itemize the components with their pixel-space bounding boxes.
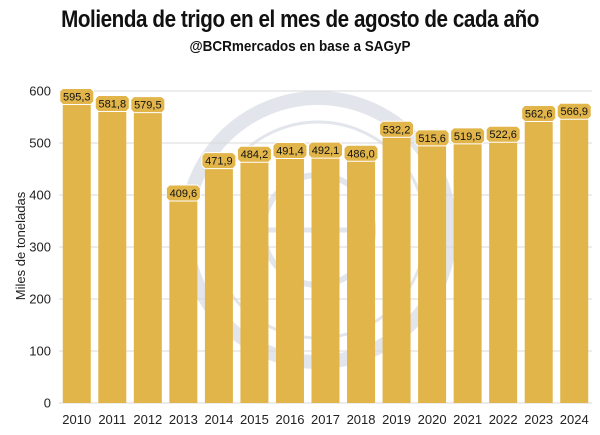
- data-label-2010: 595,3: [63, 91, 91, 103]
- data-label-box: [414, 129, 450, 147]
- x-tick-label: 2021: [453, 412, 482, 427]
- x-tick-label: 2010: [62, 412, 91, 427]
- data-label-2021: 519,5: [454, 131, 482, 143]
- x-tick-label: 2018: [347, 412, 376, 427]
- y-tick-label: 0: [44, 396, 51, 411]
- bar-2011: [98, 100, 127, 404]
- bar-2021: [453, 132, 482, 404]
- data-label-2018: 486,0: [347, 148, 375, 160]
- bar-2014: [204, 157, 233, 403]
- x-tick-label: 2015: [240, 412, 269, 427]
- x-tick-label: 2017: [311, 412, 340, 427]
- y-axis-title: Miles de toneladas: [13, 191, 28, 300]
- bar-2018: [347, 150, 376, 403]
- x-tick-label: 2023: [524, 412, 553, 427]
- chart-title: Molienda de trigo en el mes de agosto de…: [61, 6, 539, 33]
- data-labels: 595,3 581,8 579,5 409,6 471,9 484,2 491,4 492,1…: [59, 87, 592, 202]
- bar-2024: [560, 108, 589, 403]
- y-tick-label: 300: [29, 240, 51, 255]
- chart-subtitle: @BCRmercados en base a SAGyP: [189, 38, 411, 55]
- y-axis: 0 100 200 300 400 500 600: [29, 84, 51, 411]
- x-tick-label: 2011: [98, 412, 126, 427]
- data-label-box: [130, 96, 166, 114]
- data-label-2013: 409,6: [170, 188, 198, 200]
- data-label-2019: 532,2: [383, 124, 411, 136]
- data-label-box: [201, 152, 237, 170]
- data-label-2024: 566,9: [560, 106, 588, 118]
- bar-2013: [169, 190, 198, 403]
- bars: [62, 93, 589, 404]
- bar-2022: [489, 131, 518, 404]
- bar-2017: [311, 147, 340, 403]
- x-axis: 2010 2011 2012 2013 2014 2015 2016 2017 2018 2019…: [62, 412, 588, 427]
- data-label-box: [94, 94, 130, 112]
- y-tick-label: 400: [29, 188, 51, 203]
- data-label-2022: 522,6: [489, 129, 517, 141]
- data-label-box: [308, 141, 343, 159]
- x-tick-label: 2024: [560, 412, 589, 427]
- data-label-box: [343, 144, 379, 162]
- data-label-2015: 484,2: [241, 149, 269, 161]
- x-tick-label: 2022: [489, 412, 518, 427]
- y-tick-label: 600: [29, 84, 51, 99]
- data-label-box: [450, 127, 486, 145]
- data-label-2011: 581,8: [99, 98, 127, 110]
- x-tick-label: 2012: [133, 412, 162, 427]
- data-label-2016: 491,4: [276, 145, 304, 157]
- y-tick-label: 500: [29, 136, 51, 151]
- data-label-box: [485, 125, 521, 143]
- x-tick-label: 2020: [418, 412, 447, 427]
- bar-2020: [418, 134, 447, 403]
- data-label-2023: 562,6: [525, 108, 553, 120]
- data-label-box: [379, 120, 415, 138]
- data-label-2014: 471,9: [205, 156, 233, 168]
- bar-2015: [240, 151, 269, 403]
- data-label-2012: 579,5: [134, 100, 162, 112]
- data-label-2017: 492,1: [312, 145, 340, 157]
- bar-2010: [62, 93, 91, 403]
- bar-2023: [524, 110, 553, 403]
- x-tick-label: 2016: [276, 412, 305, 427]
- x-tick-label: 2013: [169, 412, 198, 427]
- x-tick-label: 2014: [204, 412, 233, 427]
- x-tick-label: 2019: [382, 412, 411, 427]
- data-label-2020: 515,6: [418, 133, 446, 145]
- data-label-box: [272, 141, 308, 159]
- data-label-box: [521, 104, 557, 122]
- bar-2019: [382, 126, 411, 404]
- y-tick-label: 200: [29, 292, 51, 307]
- bar-2012: [133, 101, 162, 403]
- data-label-box: [236, 145, 272, 163]
- data-label-box: [59, 87, 95, 105]
- data-label-box: [165, 184, 201, 202]
- y-tick-label: 100: [29, 344, 51, 359]
- bar-2016: [275, 147, 304, 403]
- data-label-box: [556, 102, 592, 120]
